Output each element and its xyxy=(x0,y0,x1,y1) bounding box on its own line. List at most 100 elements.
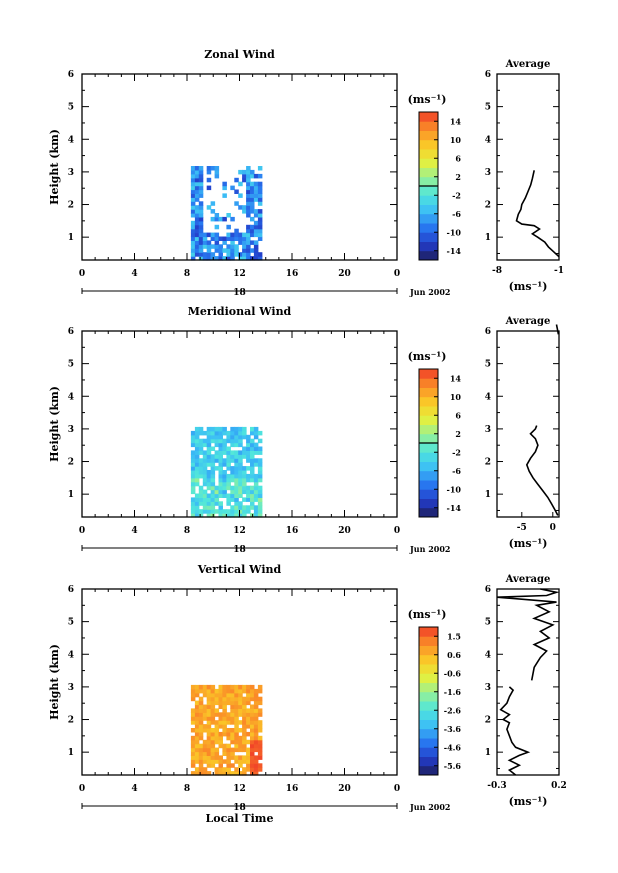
heatmap-cell xyxy=(253,240,259,245)
y-tick-label: 5 xyxy=(68,360,74,370)
heatmap-cell xyxy=(234,228,239,234)
heatmap-cell xyxy=(198,708,204,713)
heatmap-cell xyxy=(210,743,216,749)
heatmap-cell xyxy=(194,743,200,749)
heatmap-cell xyxy=(218,696,223,702)
heatmap-cell xyxy=(226,501,231,506)
panel-title: Meridional Wind xyxy=(188,305,292,318)
heatmap-cell xyxy=(257,712,263,717)
heatmap-cell xyxy=(214,224,220,230)
colorbar-swatch xyxy=(419,645,438,656)
heatmap-cell xyxy=(198,763,204,768)
heatmap-cell xyxy=(214,458,220,463)
y-axis-label: Height (km) xyxy=(48,386,61,462)
heatmap-cell xyxy=(222,450,227,455)
heatmap-cell xyxy=(242,473,247,479)
heatmap-cell xyxy=(218,739,223,745)
heatmap-cell xyxy=(222,240,227,245)
heatmap-cell xyxy=(234,704,239,709)
heatmap-cell xyxy=(218,712,223,717)
heatmap-cell xyxy=(218,731,223,737)
heatmap-cell xyxy=(230,216,235,222)
heatmap-cell xyxy=(253,189,259,194)
heatmap-cell xyxy=(218,236,223,241)
heatmap-cell xyxy=(238,454,243,459)
heatmap-cell xyxy=(210,473,216,479)
heatmap-cell xyxy=(198,240,204,245)
heatmap-cell xyxy=(250,454,255,459)
heatmap-cell xyxy=(190,692,196,698)
heatmap-cell xyxy=(222,700,227,706)
heatmap-cell xyxy=(230,477,235,483)
heatmap-cell xyxy=(194,446,200,451)
colorbar-swatch xyxy=(419,130,438,141)
heatmap-cell xyxy=(238,743,243,749)
heatmap-cell xyxy=(210,252,216,257)
heatmap-cell xyxy=(242,177,247,183)
heatmap-cell xyxy=(234,477,239,483)
heatmap-cell xyxy=(246,759,251,764)
heatmap-cell xyxy=(210,509,216,514)
heatmap-cell xyxy=(206,735,212,741)
heatmap-cell xyxy=(194,735,200,741)
heatmap-cell xyxy=(214,724,220,729)
heatmap-cell xyxy=(230,252,235,257)
heatmap-cell xyxy=(218,755,223,760)
heatmap-cell xyxy=(210,763,216,768)
colorbar-swatch xyxy=(419,701,438,711)
heatmap-cell xyxy=(230,426,235,432)
heatmap-cell xyxy=(198,177,204,183)
heatmap-cell xyxy=(242,454,247,459)
heatmap-cell xyxy=(194,704,200,709)
heatmap-cell xyxy=(206,716,212,721)
heatmap-cell xyxy=(253,688,259,694)
heatmap-cell xyxy=(246,505,251,510)
heatmap-cell xyxy=(234,489,239,495)
heatmap-cell xyxy=(194,181,200,187)
heatmap-cell xyxy=(210,712,216,717)
date-day-label: 18 xyxy=(233,545,246,555)
heatmap-cell xyxy=(190,450,196,455)
heatmap-cell xyxy=(257,470,263,475)
heatmap-cell xyxy=(253,185,259,191)
heatmap-cell xyxy=(257,724,263,729)
y-tick-label: 2 xyxy=(68,201,74,211)
heatmap-cell xyxy=(238,739,243,745)
heatmap-cell xyxy=(218,466,223,471)
heatmap-cell xyxy=(250,228,255,234)
heatmap-cell xyxy=(194,767,200,772)
heatmap-cell xyxy=(250,505,255,510)
heatmap-cell xyxy=(202,743,208,749)
heatmap-cell xyxy=(226,700,231,706)
heatmap-cell xyxy=(202,473,208,479)
heatmap-cell xyxy=(257,501,263,506)
heatmap-cell xyxy=(257,193,263,198)
heatmap-cell xyxy=(210,497,216,502)
heatmap-cell xyxy=(230,438,235,444)
heatmap-cell xyxy=(238,434,243,440)
heatmap-cell xyxy=(246,252,251,257)
heatmap-cell xyxy=(214,173,220,179)
heatmap-cell xyxy=(198,252,204,257)
heatmap-cell xyxy=(210,470,216,475)
heatmap-cell xyxy=(230,731,235,737)
heatmap-cell xyxy=(190,240,196,245)
heatmap-cell xyxy=(198,244,204,249)
heatmap-cell xyxy=(238,712,243,717)
heatmap-cell xyxy=(206,739,212,745)
colorbar-swatch xyxy=(419,167,438,178)
heatmap-cell xyxy=(218,743,223,749)
heatmap-cell xyxy=(246,169,251,175)
heatmap-cell xyxy=(250,747,255,753)
heatmap-cell xyxy=(253,731,259,737)
heatmap-cell xyxy=(218,716,223,721)
heatmap-cell xyxy=(230,728,235,733)
heatmap-cell xyxy=(250,438,255,444)
heatmap-cell xyxy=(198,743,204,749)
heatmap-cell xyxy=(242,743,247,749)
heatmap-cell xyxy=(214,430,220,436)
heatmap-cell xyxy=(253,724,259,729)
average-y-tick-label: 2 xyxy=(485,458,491,468)
heatmap-cell xyxy=(222,684,227,690)
heatmap-cell xyxy=(230,470,235,475)
